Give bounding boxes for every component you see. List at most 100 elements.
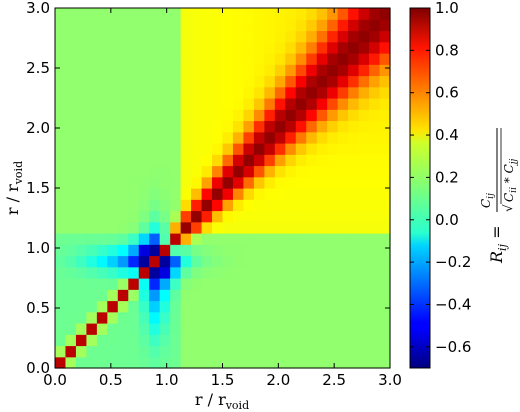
heatmap-cell: [379, 19, 391, 32]
heatmap-cell: [369, 323, 381, 335]
heatmap-cell: [253, 53, 265, 65]
heatmap-cell: [138, 199, 150, 212]
heatmap-cell: [222, 131, 234, 144]
heatmap-cell: [327, 131, 339, 144]
heatmap-cell: [285, 86, 297, 99]
heatmap-cell: [327, 300, 339, 313]
heatmap-cell: [348, 120, 360, 133]
heatmap-cell: [65, 210, 77, 223]
heatmap-cell: [86, 86, 98, 99]
heatmap-cell: [306, 98, 318, 110]
heatmap-cell: [107, 8, 119, 20]
x-tick-label: 2.5: [322, 371, 346, 389]
heatmap-cell: [65, 98, 77, 110]
heatmap-cell: [180, 165, 192, 178]
heatmap-cell: [201, 75, 213, 88]
y-axis-label-main: r / r: [3, 184, 22, 215]
heatmap-cell: [212, 266, 224, 279]
heatmap-cell: [138, 109, 150, 122]
heatmap-cell: [96, 143, 108, 155]
heatmap-cell: [55, 221, 67, 234]
heatmap-cell: [222, 8, 234, 20]
heatmap-cell: [274, 266, 286, 279]
heatmap-cell: [348, 86, 360, 99]
heatmap-cell: [327, 8, 339, 20]
heatmap-cell: [128, 255, 140, 268]
heatmap-cell: [264, 356, 276, 369]
heatmap-cell: [327, 221, 339, 234]
heatmap-cell: [55, 109, 67, 122]
heatmap-cell: [201, 53, 213, 65]
heatmap-cell: [264, 221, 276, 234]
heatmap-cell: [159, 323, 171, 335]
heatmap-cell: [379, 289, 391, 302]
heatmap-cell: [55, 98, 67, 110]
heatmap-cell: [264, 188, 276, 200]
heatmap-cell: [170, 244, 182, 257]
heatmap-cell: [170, 120, 182, 133]
heatmap-cell: [348, 176, 360, 189]
heatmap-cell: [243, 356, 255, 369]
heatmap-cell: [138, 64, 150, 77]
heatmap-cell: [117, 221, 129, 234]
heatmap-cell: [379, 255, 391, 268]
heatmap-cell: [264, 300, 276, 313]
heatmap-cell: [295, 266, 307, 279]
heatmap-cell: [348, 8, 360, 20]
heatmap-cell: [253, 64, 265, 77]
heatmap-cell: [107, 154, 119, 167]
heatmap-cell: [295, 30, 307, 43]
heatmap-cell: [348, 98, 360, 110]
heatmap-cell: [149, 154, 161, 167]
x-tick-label: 1.0: [155, 371, 179, 389]
heatmap-cell: [86, 41, 98, 54]
heatmap-cell: [117, 64, 129, 77]
heatmap-cell: [75, 109, 88, 122]
heatmap-cell: [222, 188, 234, 200]
heatmap-cell: [274, 221, 286, 234]
y-axis-ticks: 0.0 0.5 1.0 1.5 2.0 2.5 3.0: [26, 0, 390, 377]
heatmap-cell: [222, 266, 234, 279]
heatmap-cell: [222, 221, 234, 234]
heatmap-cell: [358, 64, 370, 77]
heatmap-cell: [369, 210, 381, 223]
heatmap-cell: [295, 64, 307, 77]
heatmap-cell: [170, 8, 182, 20]
heatmap-cell: [55, 255, 67, 268]
heatmap-cell: [295, 188, 307, 200]
heatmap-cell: [55, 86, 67, 99]
heatmap-cell: [191, 19, 203, 32]
colorbar-tick-label: −0.2: [435, 253, 471, 271]
heatmap-cell: [128, 233, 140, 245]
heatmap-cell: [327, 244, 339, 257]
heatmap-cell: [379, 188, 391, 200]
heatmap-cell: [369, 143, 381, 155]
heatmap-cell: [86, 98, 98, 110]
heatmap-cell: [212, 176, 224, 189]
heatmap-cell: [379, 75, 391, 88]
svg-text:Cii * Cjj: Cii * Cjj: [502, 158, 519, 202]
heatmap-cell: [316, 289, 328, 302]
heatmap-cell: [75, 266, 88, 279]
heatmap-cell: [316, 8, 328, 20]
heatmap-cell: [191, 199, 203, 212]
heatmap-cell: [253, 199, 265, 212]
heatmap-cell: [128, 188, 140, 200]
heatmap-cell: [285, 143, 297, 155]
y-tick-label: 0.5: [26, 299, 50, 317]
heatmap-cell: [138, 86, 150, 99]
heatmap-cell: [65, 188, 77, 200]
heatmap-cell: [117, 41, 129, 54]
heatmap-cell: [191, 266, 203, 279]
heatmap-cell: [327, 143, 339, 155]
y-tick-label: 0.0: [26, 359, 50, 377]
heatmap-cell: [379, 41, 391, 54]
heatmap-cell: [222, 289, 234, 302]
heatmap-cell: [369, 8, 381, 20]
heatmap-cell: [295, 53, 307, 65]
heatmap-cell: [128, 41, 140, 54]
heatmap-cell: [295, 278, 307, 290]
heatmap-cell: [232, 188, 245, 200]
heatmap-cell: [149, 131, 161, 144]
heatmap-cell: [369, 120, 381, 133]
